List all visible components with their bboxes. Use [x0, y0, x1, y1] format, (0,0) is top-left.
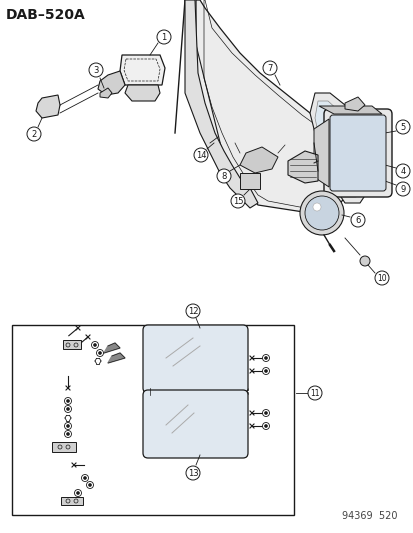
Polygon shape [240, 147, 277, 173]
FancyBboxPatch shape [142, 390, 247, 458]
Circle shape [264, 369, 267, 373]
Text: 7: 7 [267, 63, 272, 72]
Text: 15: 15 [232, 197, 243, 206]
Circle shape [157, 30, 171, 44]
Text: 14: 14 [195, 150, 206, 159]
Circle shape [27, 127, 41, 141]
Bar [240, 173, 259, 189]
Text: 11: 11 [309, 389, 319, 398]
Circle shape [89, 63, 103, 77]
Circle shape [64, 406, 71, 413]
Circle shape [262, 354, 269, 361]
Polygon shape [36, 95, 60, 118]
Circle shape [264, 411, 267, 415]
Circle shape [185, 466, 199, 480]
Text: 1: 1 [161, 33, 166, 42]
Text: 4: 4 [399, 166, 405, 175]
Bar [52, 442, 76, 452]
Circle shape [86, 481, 93, 489]
Polygon shape [185, 0, 257, 208]
Text: 94369  520: 94369 520 [342, 511, 397, 521]
Polygon shape [104, 343, 120, 353]
Polygon shape [125, 85, 159, 101]
Circle shape [98, 351, 101, 354]
Circle shape [264, 357, 267, 359]
Text: 9: 9 [399, 184, 405, 193]
Circle shape [81, 474, 88, 481]
Circle shape [374, 271, 388, 285]
Polygon shape [313, 119, 328, 187]
Circle shape [64, 431, 71, 438]
Circle shape [299, 191, 343, 235]
Circle shape [74, 489, 81, 497]
Circle shape [350, 213, 364, 227]
Polygon shape [309, 93, 369, 203]
Circle shape [66, 400, 69, 402]
Polygon shape [100, 88, 112, 98]
Polygon shape [120, 55, 165, 85]
Circle shape [395, 164, 409, 178]
Circle shape [66, 432, 69, 435]
Circle shape [194, 148, 207, 162]
Bar [61, 497, 83, 505]
Circle shape [359, 256, 369, 266]
FancyBboxPatch shape [323, 109, 391, 197]
Circle shape [395, 182, 409, 196]
Polygon shape [108, 353, 125, 363]
FancyBboxPatch shape [329, 115, 385, 191]
Text: 6: 6 [354, 215, 360, 224]
Circle shape [264, 424, 267, 427]
Circle shape [64, 423, 71, 430]
Circle shape [216, 169, 230, 183]
Polygon shape [314, 101, 363, 197]
Circle shape [76, 491, 79, 495]
Bar [63, 340, 81, 349]
Circle shape [91, 342, 98, 349]
Circle shape [262, 409, 269, 416]
Circle shape [395, 120, 409, 134]
Bar [12, 325, 293, 515]
Polygon shape [98, 71, 125, 95]
Circle shape [185, 304, 199, 318]
Polygon shape [287, 151, 317, 183]
Polygon shape [344, 97, 364, 111]
Polygon shape [195, 0, 359, 213]
Circle shape [307, 386, 321, 400]
Text: 8: 8 [221, 172, 226, 181]
Text: 13: 13 [187, 469, 198, 478]
Circle shape [262, 61, 276, 75]
Text: 3: 3 [93, 66, 98, 75]
Circle shape [230, 194, 244, 208]
Text: 5: 5 [399, 123, 405, 132]
Circle shape [312, 203, 320, 211]
Circle shape [96, 350, 103, 357]
Text: 10: 10 [376, 273, 386, 282]
Circle shape [66, 408, 69, 410]
Polygon shape [318, 106, 381, 114]
Text: 12: 12 [188, 306, 198, 316]
Circle shape [66, 424, 69, 427]
Circle shape [304, 196, 338, 230]
Circle shape [64, 398, 71, 405]
Text: DAB–520A: DAB–520A [6, 8, 85, 22]
Circle shape [83, 477, 86, 480]
Circle shape [262, 367, 269, 375]
Text: 2: 2 [31, 130, 36, 139]
Circle shape [88, 483, 91, 487]
FancyBboxPatch shape [142, 325, 247, 393]
Circle shape [93, 343, 96, 346]
Circle shape [262, 423, 269, 430]
